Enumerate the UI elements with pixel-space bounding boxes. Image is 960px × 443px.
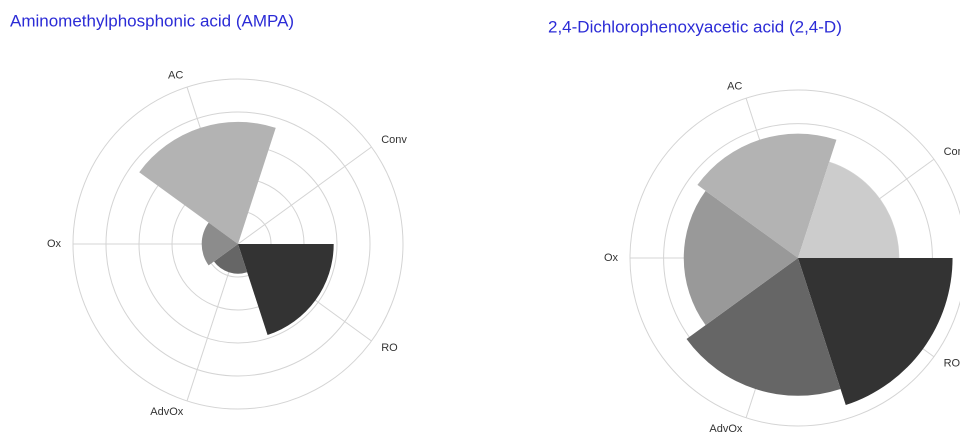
sector (139, 121, 276, 244)
chart-title: Aminomethylphosphonic acid (AMPA) (10, 11, 294, 30)
sector (697, 133, 837, 258)
category-label: Ox (604, 252, 619, 264)
sector (798, 162, 899, 258)
category-label: AC (727, 81, 742, 93)
category-label: RO (381, 342, 398, 354)
spoke (237, 146, 372, 245)
sector (686, 258, 841, 396)
category-label: Conv (381, 134, 407, 146)
sector (213, 244, 248, 274)
category-label: AC (168, 70, 183, 82)
category-label: AdvOx (709, 423, 743, 435)
sector (798, 258, 953, 405)
category-label: AdvOx (150, 406, 184, 418)
sector (683, 190, 798, 326)
category-label: RO (944, 358, 960, 370)
sector (201, 222, 238, 266)
category-label: Ox (47, 238, 62, 250)
category-label: Conv (944, 146, 960, 158)
sector (238, 244, 334, 336)
chart-title: 2,4-Dichlorophenoxyacetic acid (2,4-D) (548, 17, 842, 36)
